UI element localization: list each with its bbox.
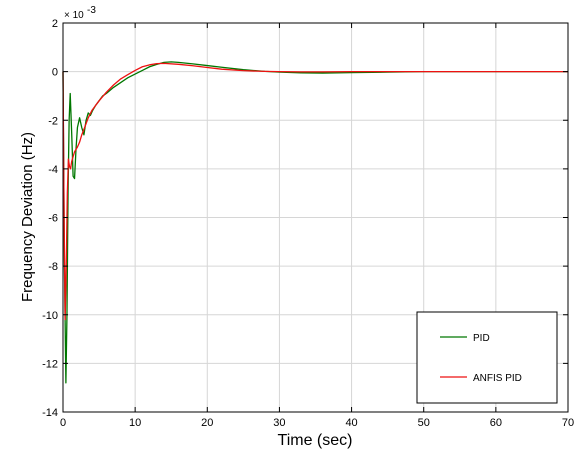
x-tick-label: 40 bbox=[345, 417, 357, 429]
y-multiplier-exponent: -3 bbox=[87, 5, 96, 16]
y-tick-label: -10 bbox=[42, 310, 58, 322]
y-multiplier-label: × 10 bbox=[64, 10, 84, 21]
x-tick-label: 20 bbox=[201, 417, 213, 429]
y-tick-label: -12 bbox=[42, 358, 58, 370]
x-tick-label: 30 bbox=[273, 417, 285, 429]
x-tick-label: 50 bbox=[418, 417, 430, 429]
y-tick-label: -6 bbox=[48, 213, 58, 225]
x-tick-label: 60 bbox=[490, 417, 502, 429]
x-tick-label: 10 bbox=[129, 417, 141, 429]
y-tick-label: 0 bbox=[52, 67, 58, 79]
y-axis-label: Frequency Deviation (Hz) bbox=[19, 132, 36, 302]
series-line-anfis-pid bbox=[62, 62, 568, 321]
legend-label-anfis-pid: ANFIS PID bbox=[473, 373, 522, 384]
x-tick-label: 0 bbox=[60, 417, 66, 429]
legend: PID ANFIS PID bbox=[416, 311, 558, 404]
x-axis-label: Time (sec) bbox=[278, 432, 353, 449]
legend-label-pid: PID bbox=[473, 333, 490, 344]
y-tick-label: -8 bbox=[48, 261, 58, 273]
legend-box bbox=[416, 311, 558, 404]
y-tick-label: -4 bbox=[48, 164, 58, 176]
series-layer bbox=[62, 61, 568, 384]
y-tick-label: 2 bbox=[52, 18, 58, 30]
y-tick-label: -2 bbox=[48, 115, 58, 127]
y-tick-label: -14 bbox=[42, 407, 58, 419]
x-tick-label: 70 bbox=[562, 417, 574, 429]
grid-layer bbox=[63, 23, 568, 412]
series-line-pid bbox=[62, 61, 568, 384]
